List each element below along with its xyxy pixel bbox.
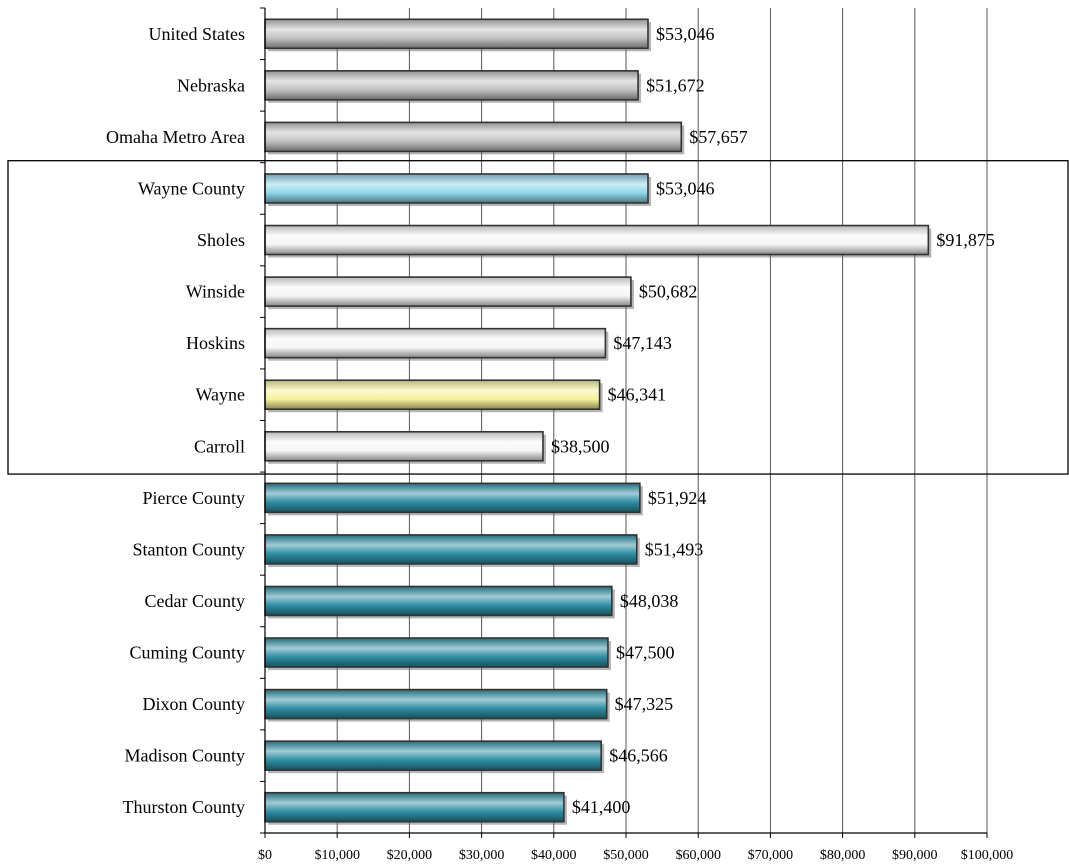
value-label: $53,046: [656, 24, 715, 44]
value-label: $41,400: [572, 797, 631, 817]
x-tick-label: $30,000: [459, 848, 505, 863]
bar: [264, 173, 649, 204]
x-tick-label: $60,000: [675, 848, 721, 863]
value-label: $51,672: [646, 75, 705, 95]
x-tick-label: $50,000: [603, 848, 649, 863]
bar: [264, 482, 641, 514]
bar: [264, 327, 607, 359]
category-label: Wayne: [195, 385, 245, 405]
category-label: Cuming County: [129, 643, 245, 663]
value-label: $47,143: [613, 333, 672, 353]
value-label: $57,657: [689, 127, 748, 147]
value-label: $91,875: [936, 230, 995, 250]
bar: [264, 688, 608, 720]
bar: [264, 791, 565, 823]
category-label: Sholes: [197, 230, 245, 250]
category-label: Hoskins: [186, 333, 245, 353]
category-label: Pierce County: [143, 488, 245, 508]
category-label: Omaha Metro Area: [106, 127, 245, 147]
category-label: Wayne County: [138, 178, 245, 198]
bar: [264, 224, 930, 256]
value-label: $48,038: [620, 591, 679, 611]
value-label: $53,046: [656, 178, 715, 198]
category-label: Thurston County: [122, 797, 245, 817]
value-label: $46,566: [609, 746, 668, 766]
category-label: Winside: [186, 282, 245, 302]
x-tick-label: $20,000: [387, 848, 433, 863]
category-label: Madison County: [124, 746, 245, 766]
bars: [264, 18, 932, 825]
category-label: Carroll: [194, 436, 245, 456]
category-label: Nebraska: [177, 75, 245, 95]
x-tick-label: $40,000: [531, 848, 577, 863]
value-label: $51,924: [648, 488, 707, 508]
bar: [264, 121, 683, 153]
bar: [264, 585, 613, 617]
bar: [264, 18, 649, 50]
value-label: $46,341: [608, 385, 667, 405]
bar: [264, 70, 639, 101]
bar: [264, 379, 601, 411]
category-label: Stanton County: [132, 539, 245, 559]
bar: [264, 276, 632, 307]
bar: [264, 430, 544, 462]
bar: [264, 637, 609, 668]
value-label: $38,500: [551, 436, 610, 456]
x-tick-label: $10,000: [314, 848, 360, 863]
bar: [264, 740, 603, 771]
x-tick-label: $90,000: [892, 848, 938, 863]
x-tick-label: $100,000: [961, 848, 1014, 863]
axes: [260, 7, 988, 838]
labels: United States Nebraska Omaha Metro Area Way…: [106, 24, 1013, 863]
bar: [264, 534, 638, 565]
x-tick-label: $0: [258, 848, 272, 863]
value-label: $51,493: [645, 539, 704, 559]
value-label: $47,325: [615, 694, 674, 714]
value-label: $50,682: [639, 282, 698, 302]
value-label: $47,500: [616, 643, 675, 663]
category-label: United States: [149, 24, 246, 44]
category-label: Cedar County: [145, 591, 246, 611]
category-label: Dixon County: [142, 694, 245, 714]
x-tick-label: $80,000: [820, 848, 866, 863]
highlight-box-frame: [7, 160, 1069, 475]
x-tick-label: $70,000: [748, 848, 794, 863]
highlight-box: [7, 160, 1069, 475]
